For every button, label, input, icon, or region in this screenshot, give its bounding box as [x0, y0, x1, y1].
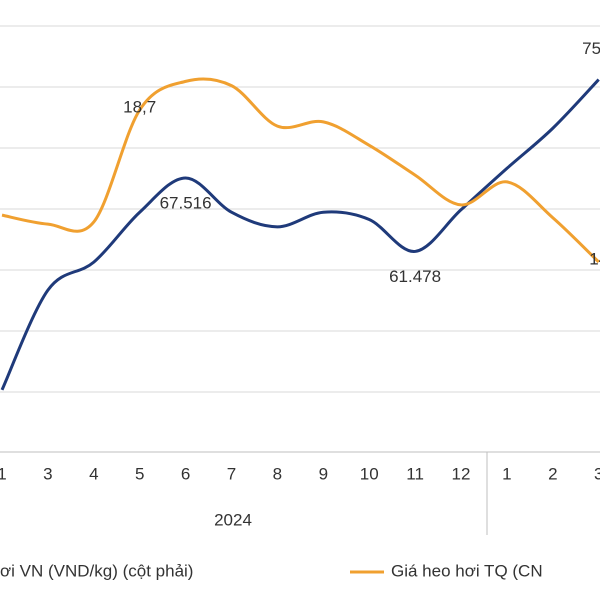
data-label: 14 — [589, 249, 600, 268]
x-tick-label: 3 — [594, 464, 600, 483]
series-line — [1, 77, 600, 264]
x-tick-label: 2 — [548, 464, 557, 483]
x-tick-label: 11 — [406, 464, 424, 483]
x-tick-label: 1 — [502, 464, 511, 483]
x-tick-label: 10 — [360, 464, 379, 483]
series-line — [0, 78, 600, 391]
x-tick-label: 7 — [227, 464, 236, 483]
legend-label: ơi VN (VND/kg) (cột phải) — [0, 561, 193, 580]
data-label: 18,7 — [123, 97, 156, 116]
legend-label: Giá heo hơi TQ (CN — [391, 561, 543, 580]
x-tick-label: 5 — [135, 464, 144, 483]
x-tick-label: 12 — [452, 464, 471, 483]
x-tick-label: 8 — [273, 464, 282, 483]
data-label: 75.6 — [582, 39, 600, 58]
gridlines — [0, 25, 600, 535]
x-tick-label: 9 — [319, 464, 328, 483]
x-tick-label: 3 — [43, 464, 52, 483]
x-group-label: 2024 — [214, 510, 252, 529]
data-label: 67.516 — [160, 193, 212, 212]
data-label: 61.478 — [389, 267, 441, 286]
x-tick-label: 6 — [181, 464, 190, 483]
x-tick-label: 1 — [0, 464, 7, 483]
x-tick-label: 4 — [89, 464, 98, 483]
